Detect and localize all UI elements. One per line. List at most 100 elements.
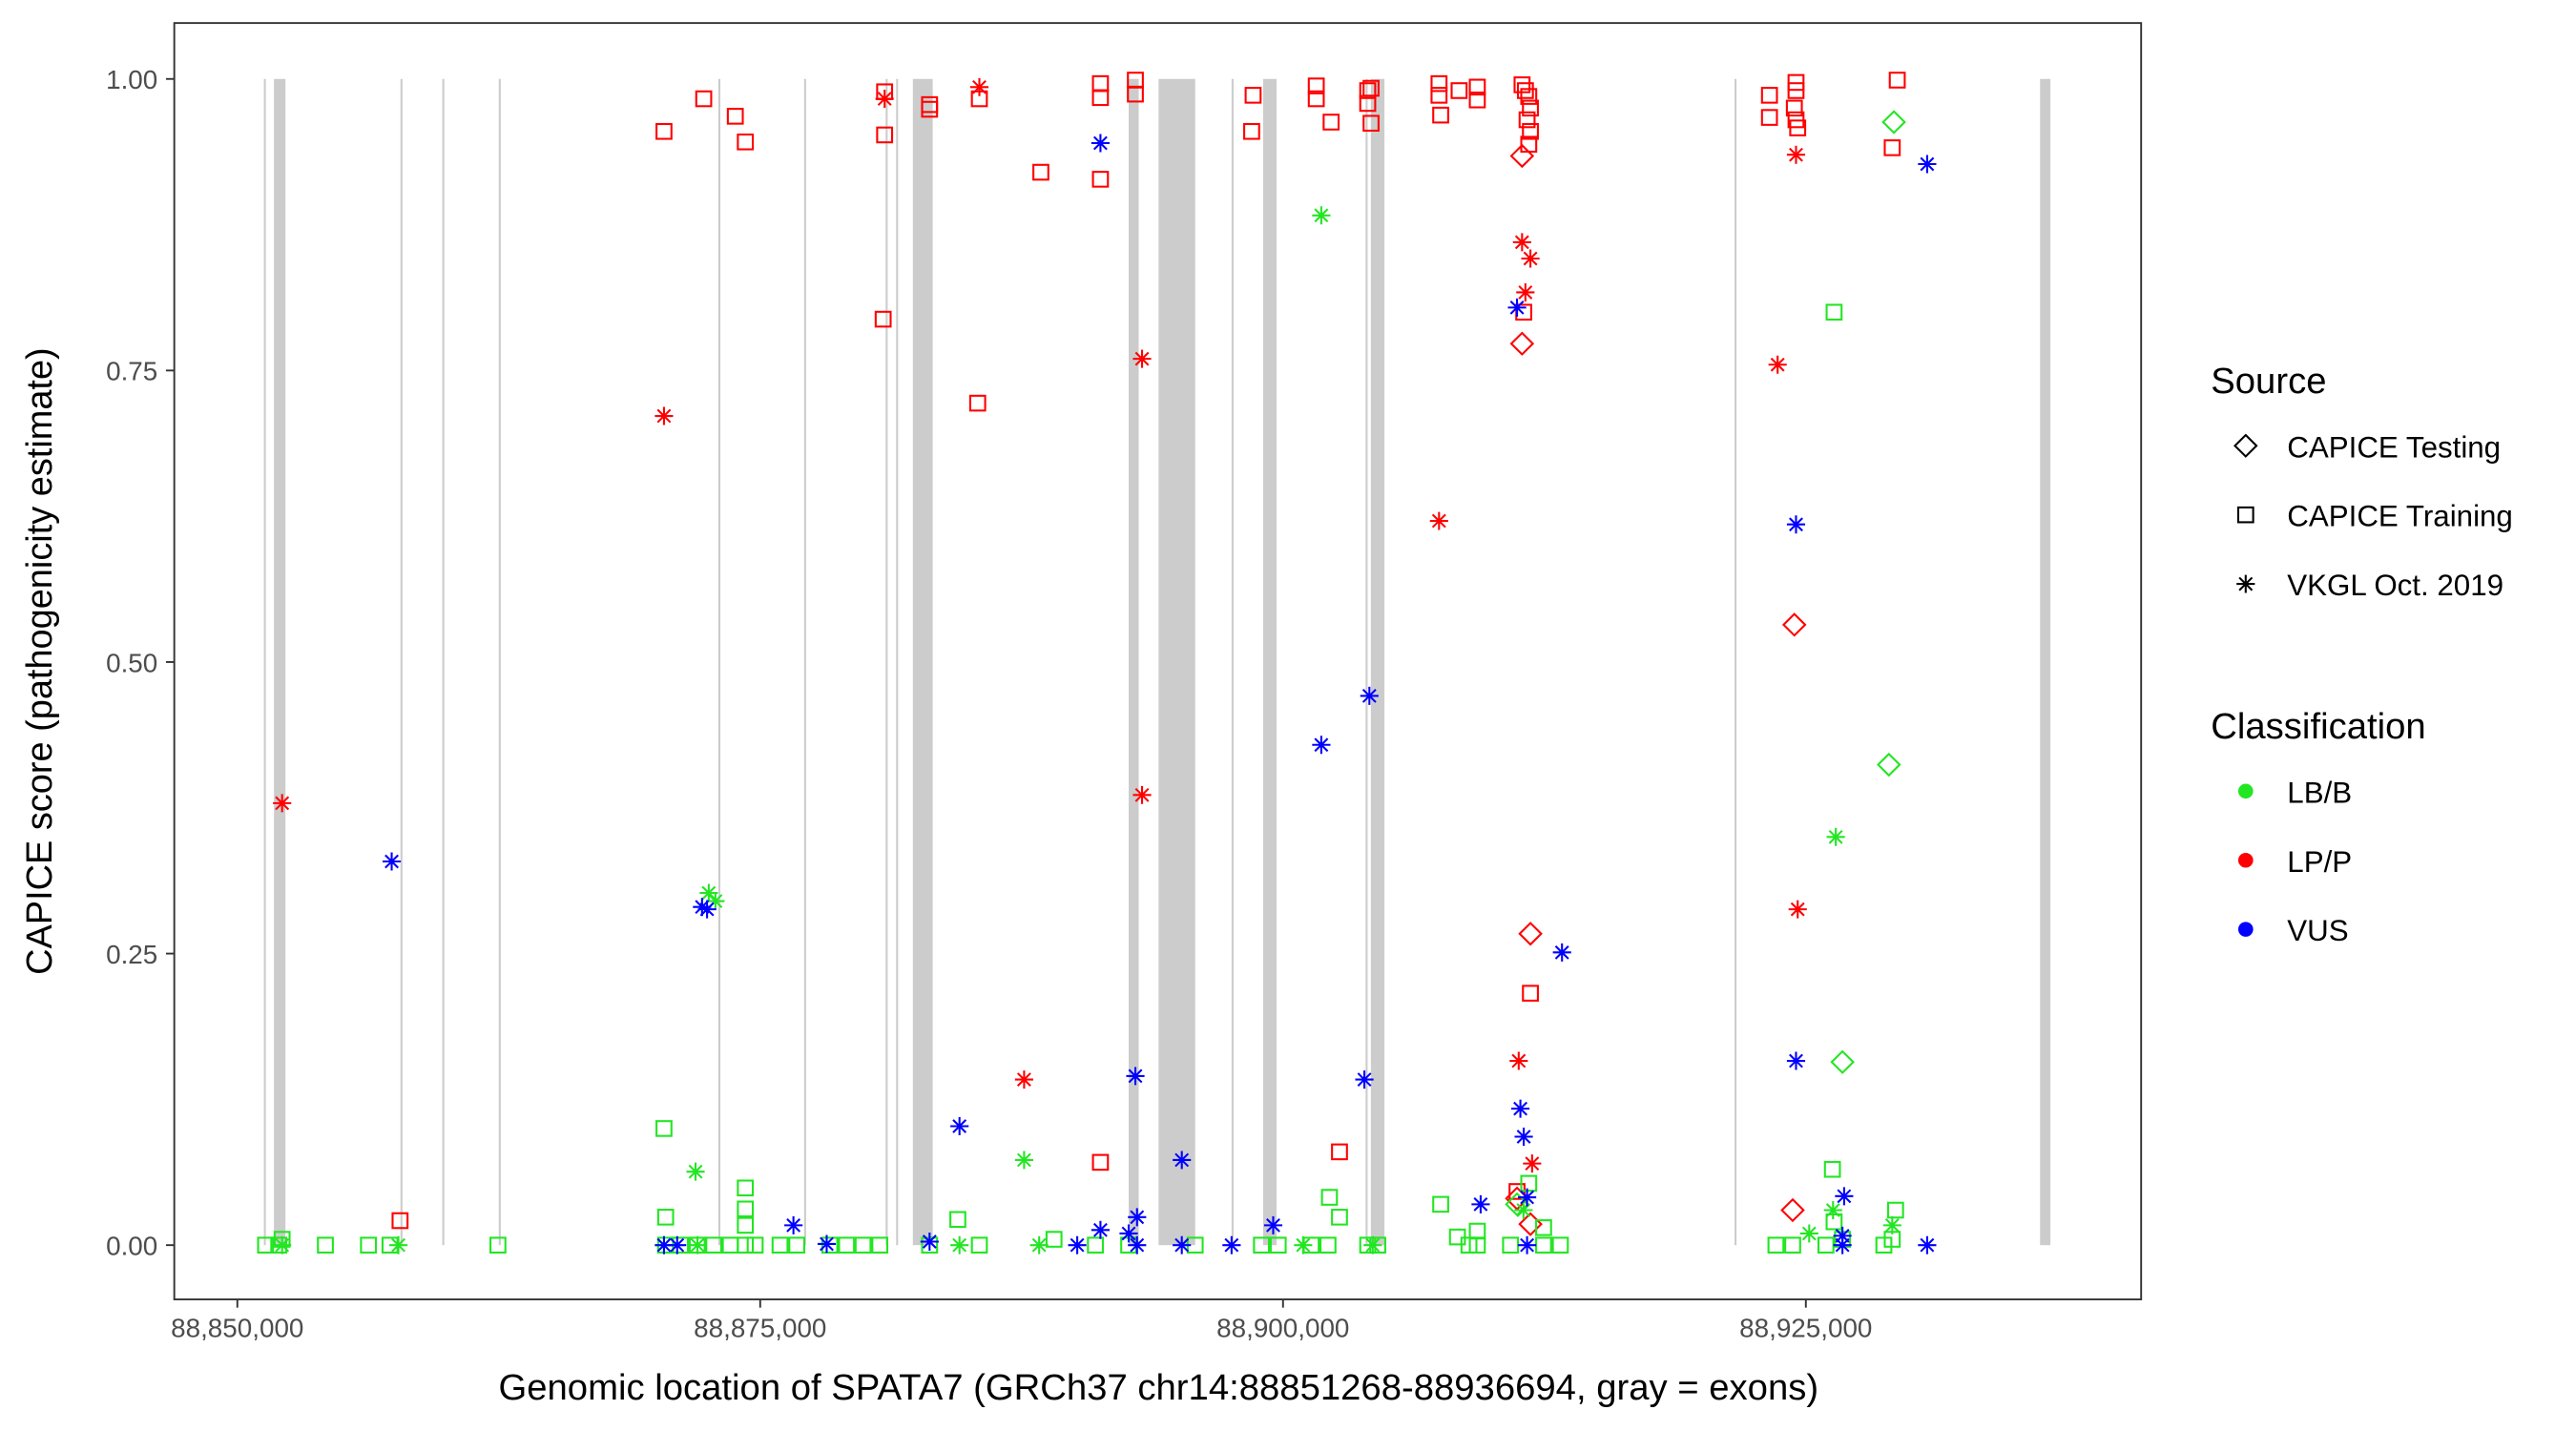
data-point-asterisk-lp-p bbox=[1429, 511, 1448, 530]
x-tick-label: 88,875,000 bbox=[694, 1314, 826, 1343]
data-point-square-lb-b bbox=[737, 1179, 755, 1197]
data-point-square-lb-b bbox=[821, 1236, 839, 1254]
data-point-square-lb-b bbox=[1551, 1236, 1569, 1254]
data-point-square-lp-p bbox=[1322, 114, 1340, 131]
legend-classification-items: LB/B LP/P VUS bbox=[2237, 777, 2352, 947]
data-point-asterisk-lp-p bbox=[273, 794, 292, 813]
data-point-square-lb-b bbox=[1432, 1195, 1449, 1213]
exon-band bbox=[274, 78, 286, 1246]
data-point-square-lb-b bbox=[257, 1236, 275, 1254]
data-point-asterisk-lp-p bbox=[1786, 145, 1806, 164]
data-point-square-lp-p bbox=[1359, 82, 1377, 99]
data-point-diamond-lb-b bbox=[1830, 1049, 1855, 1074]
exon-band bbox=[803, 78, 806, 1246]
data-point-square-lb-b bbox=[1468, 1236, 1486, 1254]
data-point-square-lb-b bbox=[1269, 1236, 1287, 1254]
data-point-square-lp-p bbox=[1522, 985, 1539, 1002]
data-point-square-lb-b bbox=[1302, 1236, 1320, 1254]
data-point-asterisk-lb-b bbox=[1363, 1235, 1382, 1255]
x-tick-label: 88,925,000 bbox=[1739, 1314, 1872, 1343]
data-point-asterisk-lb-b bbox=[688, 1235, 707, 1255]
data-point-square-lb-b bbox=[1320, 1189, 1339, 1206]
data-point-square-lp-p bbox=[737, 133, 755, 151]
exon-band bbox=[885, 78, 888, 1246]
data-point-asterisk-vus bbox=[382, 852, 402, 871]
data-point-asterisk-lb-b bbox=[686, 1162, 705, 1181]
legend-classification-label: VUS bbox=[2287, 914, 2348, 947]
data-point-asterisk-vus bbox=[1552, 943, 1571, 962]
data-point-asterisk-vus bbox=[1126, 1067, 1145, 1086]
data-point-asterisk-vus bbox=[920, 1233, 939, 1251]
data-point-asterisk-vus bbox=[668, 1235, 687, 1255]
legend-source-items: CAPICE Testing CAPICE Training VKGL Oct. 2… bbox=[2233, 430, 2513, 602]
data-point-square-lp-p bbox=[1307, 90, 1325, 108]
data-point-square-lp-p bbox=[1362, 114, 1380, 133]
data-point-asterisk-lp-p bbox=[1521, 249, 1540, 268]
data-point-square-lp-p bbox=[1244, 87, 1262, 104]
data-point-asterisk-vus bbox=[1128, 1235, 1147, 1255]
data-point-asterisk-lb-b bbox=[1799, 1224, 1818, 1243]
legend-asterisk-icon bbox=[2236, 574, 2255, 593]
data-point-asterisk-lb-b bbox=[1826, 827, 1845, 846]
legend-color-dot-icon bbox=[2237, 852, 2254, 868]
data-point-asterisk-vus bbox=[1091, 1220, 1110, 1239]
y-tick-label: 1.00 bbox=[106, 65, 157, 94]
data-point-asterisk-vus bbox=[1360, 686, 1379, 705]
data-point-asterisk-vus bbox=[1507, 298, 1527, 317]
data-point-diamond-lb-b bbox=[1877, 752, 1901, 778]
data-point-asterisk-vus bbox=[1173, 1151, 1192, 1170]
data-point-asterisk-vus bbox=[1518, 1235, 1537, 1255]
data-point-square-lp-p bbox=[874, 310, 892, 328]
legend-classification-label: LP/P bbox=[2287, 845, 2352, 879]
exon-band bbox=[2040, 78, 2051, 1246]
data-point-asterisk-lp-p bbox=[1512, 233, 1531, 252]
data-point-square-lp-p bbox=[1518, 111, 1536, 129]
data-point-square-lp-p bbox=[1331, 1143, 1348, 1161]
legend-color-dot-icon bbox=[2237, 922, 2254, 937]
data-point-square-lb-b bbox=[788, 1236, 806, 1254]
data-point-square-lb-b bbox=[273, 1231, 291, 1248]
exon-band bbox=[1158, 78, 1195, 1246]
data-point-square-lp-p bbox=[1516, 82, 1534, 99]
data-point-square-lp-p bbox=[1091, 89, 1110, 107]
data-point-asterisk-lp-p bbox=[1509, 1051, 1528, 1070]
data-point-square-lb-b bbox=[949, 1211, 966, 1229]
data-point-square-lb-b bbox=[771, 1236, 789, 1254]
data-points bbox=[257, 72, 1937, 1255]
data-point-square-lb-b bbox=[1087, 1236, 1105, 1254]
data-point-diamond-lp-p bbox=[1518, 922, 1543, 946]
data-point-square-lb-b bbox=[1319, 1236, 1337, 1254]
data-point-square-lb-b bbox=[1359, 1236, 1377, 1254]
data-point-diamond-lp-p bbox=[1509, 143, 1535, 169]
x-tick-label: 88,850,000 bbox=[171, 1314, 303, 1343]
data-point-square-lp-p bbox=[1450, 82, 1468, 99]
data-point-square-lb-b bbox=[1520, 1174, 1538, 1192]
data-point-asterisk-vus bbox=[1173, 1235, 1192, 1255]
exon-band bbox=[1370, 78, 1385, 1246]
data-point-asterisk-vus bbox=[654, 1235, 674, 1255]
data-point-square-lp-p bbox=[921, 100, 939, 118]
data-point-square-lp-p bbox=[1091, 171, 1110, 188]
data-point-square-lb-b bbox=[381, 1236, 399, 1254]
data-point-square-lp-p bbox=[1032, 163, 1049, 181]
y-axis-title: CAPICE score (pathogenicity estimate) bbox=[20, 347, 60, 975]
legend-source-label: VKGL Oct. 2019 bbox=[2287, 569, 2503, 602]
data-point-square-lb-b bbox=[1825, 1213, 1843, 1231]
legend-square-icon bbox=[2236, 506, 2254, 524]
data-point-square-lp-p bbox=[1522, 99, 1539, 117]
data-point-asterisk-vus bbox=[1068, 1235, 1087, 1255]
exon-band bbox=[912, 78, 933, 1246]
data-point-asterisk-vus bbox=[1471, 1194, 1490, 1213]
data-point-diamond-lp-p bbox=[1509, 331, 1535, 356]
data-point-asterisk-lb-b bbox=[273, 1235, 292, 1255]
data-point-asterisk-vus bbox=[950, 1117, 969, 1135]
data-point-asterisk-lp-p bbox=[654, 406, 674, 425]
data-point-asterisk-vus bbox=[817, 1234, 837, 1254]
data-point-asterisk-lb-b bbox=[1029, 1235, 1049, 1255]
data-point-square-lp-p bbox=[695, 90, 713, 108]
data-point-asterisk-lp-p bbox=[1132, 349, 1152, 368]
data-point-asterisk-vus bbox=[1786, 515, 1806, 534]
data-point-square-lp-p bbox=[1522, 122, 1539, 140]
data-point-square-lb-b bbox=[1767, 1236, 1785, 1254]
